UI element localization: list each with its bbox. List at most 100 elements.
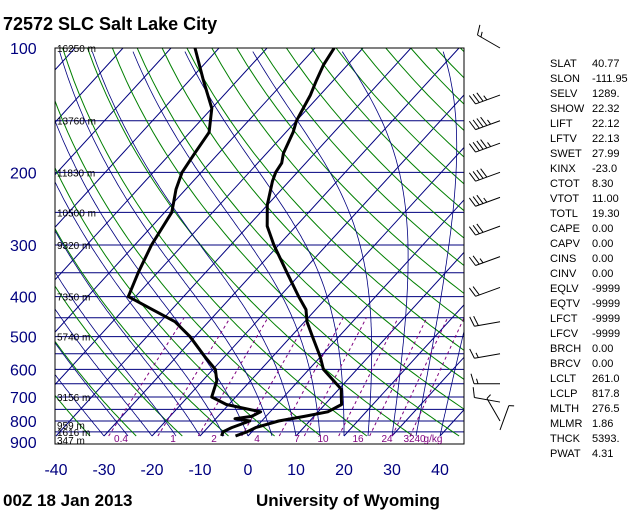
mixing-ratio-label: g/kg [424, 434, 443, 445]
pressure-tick-label: 300 [10, 238, 37, 255]
index-name: THCK [550, 433, 581, 445]
moist-adiabat [55, 308, 153, 437]
stability-indices: SLAT 40.77 SLON -111.95 SELV 1289. SHOW 22.32 LI… [550, 58, 628, 460]
index-value: 0.00 [592, 358, 613, 370]
wind-barb [468, 139, 501, 153]
moist-adiabat [132, 51, 321, 437]
index-value: 22.32 [592, 103, 620, 115]
mixing-ratio-line [278, 317, 344, 437]
index-value: -111.95 [592, 73, 628, 85]
temperature-tick-label: -10 [188, 462, 211, 479]
dry-adiabat [55, 166, 275, 437]
dry-adiabat [161, 48, 464, 381]
temperature-line [234, 48, 344, 438]
height-label: 7350 m [57, 293, 90, 304]
chart-title: 72572 SLC Salt Lake City [3, 14, 217, 34]
dry-adiabat [55, 340, 137, 437]
mixing-ratio-label: 32 [403, 434, 415, 445]
index-name: SLAT [550, 58, 577, 70]
dry-adiabat [136, 48, 464, 410]
index-value: 1.86 [592, 418, 613, 430]
pressure-tick-label: 400 [10, 290, 37, 307]
index-name: CINV [550, 268, 577, 280]
index-value: 0.00 [592, 343, 613, 355]
moist-adiabat [91, 51, 297, 437]
index-value: 0.00 [592, 223, 613, 235]
dry-adiabat [236, 48, 464, 294]
pressure-tick-label: 100 [10, 41, 37, 58]
moist-adiabat [55, 373, 105, 437]
index-value: 27.99 [592, 148, 620, 160]
height-label: 5740 m [57, 333, 90, 344]
moist-adiabat [59, 51, 273, 437]
index-value: -9999 [592, 283, 620, 295]
temperature-tick-label: 20 [335, 462, 353, 479]
wind-barb [468, 223, 501, 236]
wind-barb [468, 168, 501, 182]
isotherm-line [391, 356, 464, 437]
dry-adiabat [55, 394, 91, 437]
dry-adiabat [111, 48, 460, 437]
pressure-tick-label: 200 [10, 165, 37, 182]
pressure-tick-label: 700 [10, 390, 37, 407]
moist-adiabat [184, 51, 345, 436]
index-value: 4.31 [592, 448, 613, 460]
height-label: 10500 m [57, 208, 96, 219]
isotherm-line [55, 48, 220, 228]
wind-barb [476, 24, 501, 49]
pressure-tick-label: 600 [10, 362, 37, 379]
index-name: LFCV [550, 328, 579, 340]
moist-adiabat [55, 342, 129, 437]
height-label: 347 m [57, 436, 85, 447]
wind-barb [468, 116, 501, 131]
moist-adiabat [439, 329, 464, 437]
index-name: SHOW [550, 103, 585, 115]
temperature-tick-label: 0 [244, 462, 253, 479]
index-value: 817.8 [592, 388, 620, 400]
isotherm-line [55, 48, 412, 437]
wind-barb [470, 373, 500, 385]
index-name: CAPE [550, 223, 580, 235]
index-name: CAPV [550, 238, 581, 250]
isotherm-line [199, 146, 464, 437]
isotherm-line [247, 199, 464, 437]
index-name: BRCH [550, 343, 581, 355]
wind-barb [468, 286, 501, 297]
isotherm-line [343, 304, 464, 437]
index-value: -9999 [592, 328, 620, 340]
moist-adiabat [55, 271, 177, 437]
plot-border [54, 47, 465, 445]
dry-adiabat [310, 48, 464, 212]
moist-adiabat [341, 51, 409, 437]
mixing-ratio-line [338, 317, 399, 437]
temperature-tick-label: -40 [44, 462, 67, 479]
mixing-ratio-line [409, 317, 464, 437]
index-name: CTOT [550, 178, 580, 190]
dry-adiabat [285, 48, 464, 239]
mixing-ratio-line [303, 317, 367, 437]
index-value: -23.0 [592, 163, 617, 175]
isotherm-line [55, 48, 316, 333]
index-name: CINS [550, 253, 576, 265]
wind-barb [469, 315, 501, 327]
mixing-ratio-label: 2 [211, 434, 217, 445]
dry-adiabat [87, 48, 414, 437]
isotherm-line [295, 251, 464, 437]
index-value: 19.30 [592, 208, 620, 220]
index-name: SLON [550, 73, 580, 85]
pressure-tick-label: 800 [10, 414, 37, 431]
pressure-tick-label: 900 [10, 435, 37, 452]
height-label: 9320 m [57, 241, 90, 252]
index-value: -9999 [592, 298, 620, 310]
index-name: LCLT [550, 373, 576, 385]
mixing-ratio-label: 16 [352, 434, 364, 445]
wind-barb [499, 405, 515, 431]
temperature-tick-label: 30 [383, 462, 401, 479]
sounding-profiles [126, 48, 344, 438]
wind-barbs [468, 24, 515, 431]
dry-adiabat [55, 227, 229, 437]
dry-adiabat [261, 48, 464, 267]
diagram-grid [55, 48, 464, 437]
isotherm-line [151, 94, 464, 437]
